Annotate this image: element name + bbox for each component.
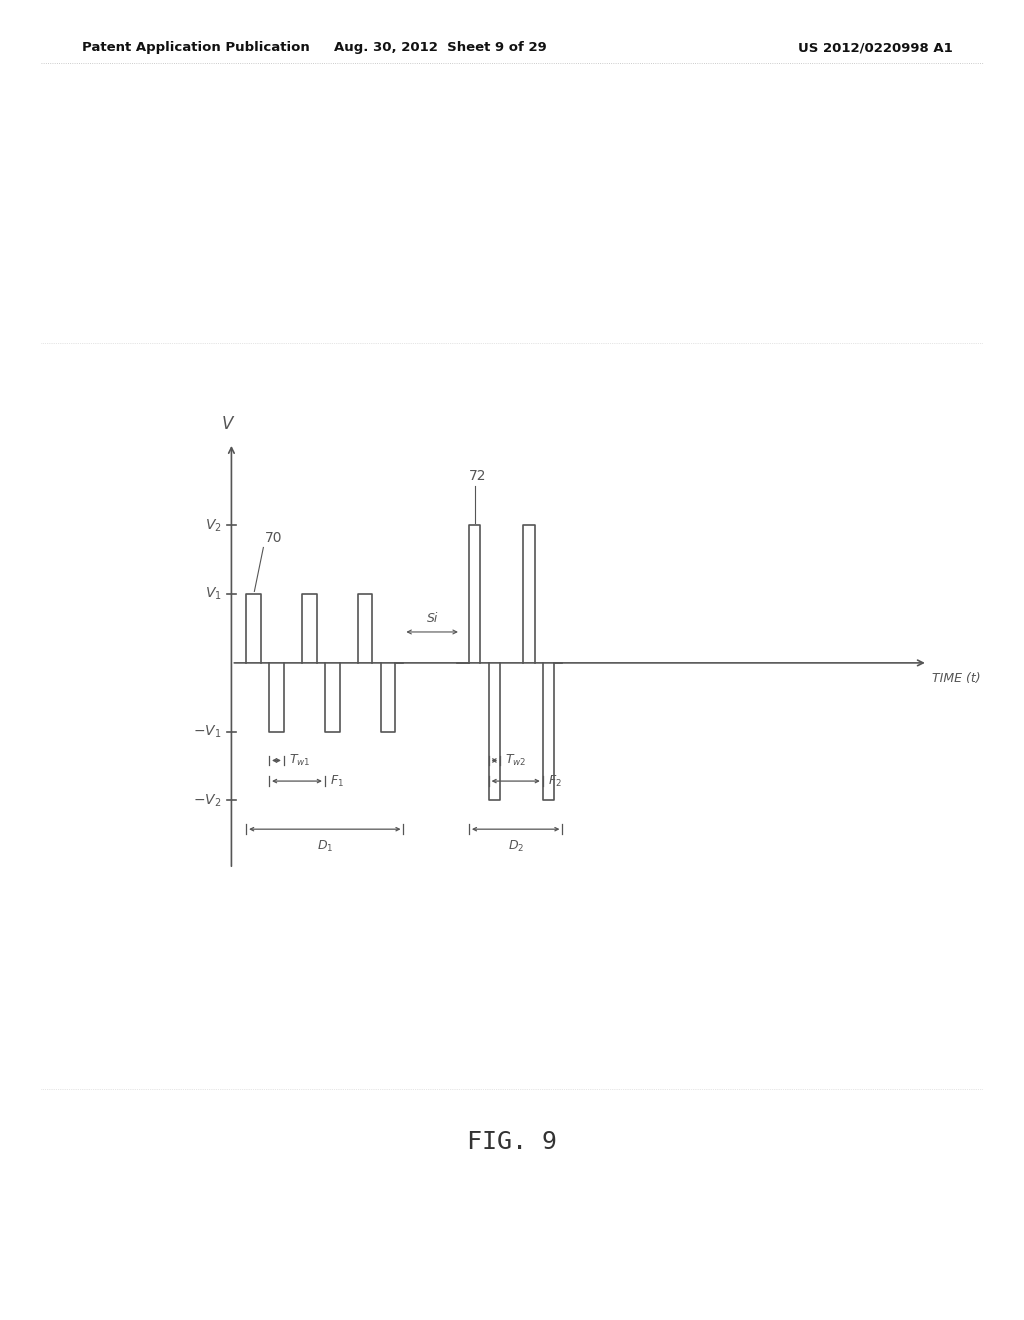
Text: $-V_2$: $-V_2$: [194, 792, 221, 809]
Text: US 2012/0220998 A1: US 2012/0220998 A1: [798, 41, 952, 54]
Text: $F_2$: $F_2$: [548, 774, 561, 788]
Text: $T_{w2}$: $T_{w2}$: [505, 752, 526, 768]
Text: $-V_1$: $-V_1$: [194, 723, 221, 739]
Text: $V_1$: $V_1$: [205, 586, 221, 602]
Text: $D_1$: $D_1$: [316, 838, 333, 854]
Text: Patent Application Publication: Patent Application Publication: [82, 41, 309, 54]
Text: $D_2$: $D_2$: [508, 838, 524, 854]
Text: Si: Si: [426, 612, 438, 626]
Text: 72: 72: [468, 469, 486, 483]
Text: FIG. 9: FIG. 9: [467, 1130, 557, 1154]
Text: 70: 70: [265, 531, 283, 545]
Text: TIME (t): TIME (t): [932, 672, 980, 685]
Text: $V_2$: $V_2$: [205, 517, 221, 533]
Text: $T_{w1}$: $T_{w1}$: [289, 752, 310, 768]
Text: V: V: [221, 414, 233, 433]
Text: $F_1$: $F_1$: [330, 774, 344, 788]
Text: Aug. 30, 2012  Sheet 9 of 29: Aug. 30, 2012 Sheet 9 of 29: [334, 41, 547, 54]
